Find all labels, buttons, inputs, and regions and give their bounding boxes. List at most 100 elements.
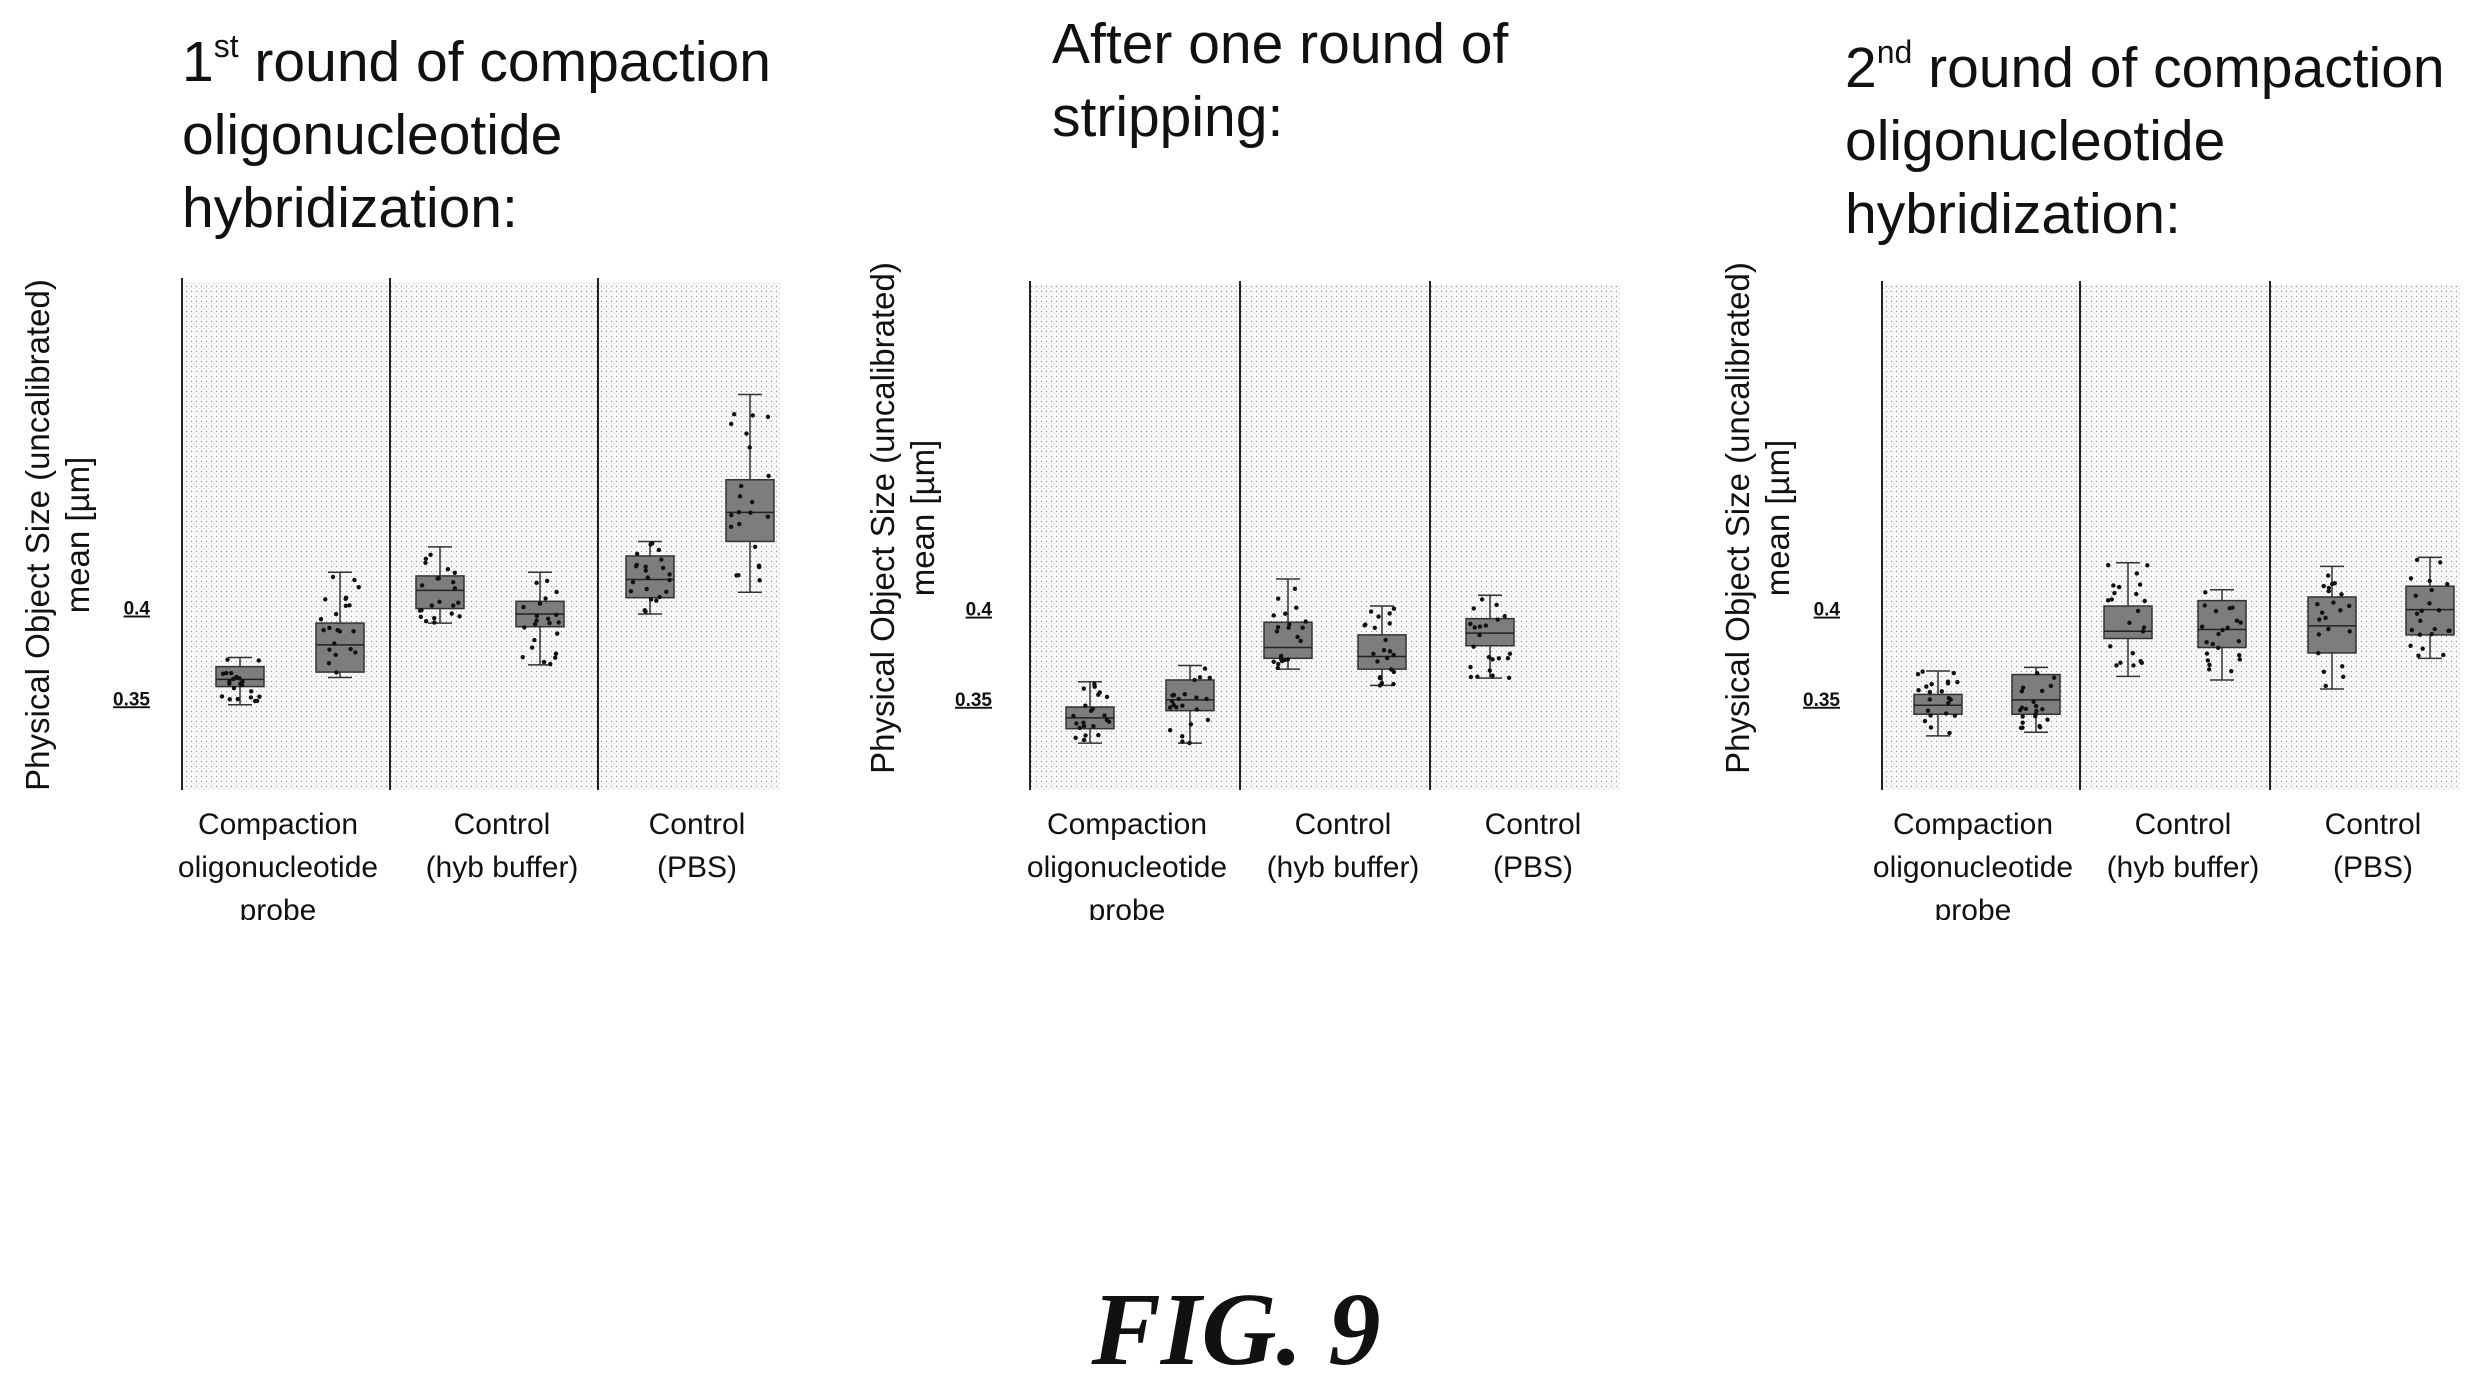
group-label: Control bbox=[1485, 808, 1582, 841]
panel-3-title-sup: nd bbox=[1876, 34, 1913, 70]
data-point bbox=[1475, 674, 1480, 679]
data-point bbox=[1167, 705, 1173, 710]
data-point bbox=[1194, 707, 1200, 712]
data-point bbox=[1472, 625, 1477, 630]
data-point bbox=[2109, 597, 2115, 602]
data-point bbox=[728, 421, 734, 427]
data-point bbox=[1502, 614, 1507, 619]
group-label: Compaction bbox=[1893, 808, 2053, 841]
data-point bbox=[2445, 582, 2450, 587]
data-point bbox=[628, 588, 634, 594]
data-point bbox=[1951, 670, 1956, 676]
group-label: Control bbox=[2135, 808, 2232, 841]
data-point bbox=[2417, 632, 2423, 637]
data-point bbox=[744, 431, 749, 436]
data-point bbox=[1916, 687, 1921, 693]
box-plot-box bbox=[725, 393, 775, 593]
data-point bbox=[2019, 689, 2025, 694]
data-point bbox=[2204, 639, 2209, 645]
data-point bbox=[2339, 664, 2345, 669]
data-point bbox=[660, 565, 666, 571]
data-point bbox=[2429, 587, 2434, 593]
data-point bbox=[2114, 663, 2119, 668]
data-point bbox=[736, 573, 741, 578]
group-label: oligonucleotide bbox=[1873, 851, 2073, 884]
data-point bbox=[553, 655, 558, 660]
data-point bbox=[2205, 658, 2211, 663]
data-point bbox=[1507, 651, 1513, 656]
data-point bbox=[2105, 598, 2111, 603]
panel-3-y-axis-label: Physical Object Size (uncalibrated) mean… bbox=[1718, 262, 1798, 774]
data-point bbox=[750, 413, 755, 418]
panel-1-box-plot: 0.4 0.35 Compaction oligonucleotide probe Con… bbox=[113, 278, 780, 920]
data-point bbox=[1920, 669, 1925, 674]
data-point bbox=[1081, 720, 1086, 725]
data-point bbox=[521, 604, 526, 610]
data-point bbox=[1102, 713, 1107, 718]
data-point bbox=[736, 509, 742, 515]
data-point bbox=[2409, 627, 2415, 633]
data-point bbox=[2326, 626, 2331, 632]
data-point bbox=[2111, 583, 2116, 588]
data-point bbox=[2441, 652, 2446, 658]
data-point bbox=[2034, 708, 2039, 714]
box-plot-box bbox=[315, 571, 365, 679]
data-point bbox=[1097, 690, 1102, 695]
data-point bbox=[1088, 708, 1094, 713]
data-point bbox=[2225, 625, 2230, 630]
data-point bbox=[659, 557, 664, 562]
plot-background bbox=[182, 282, 780, 790]
data-point bbox=[2202, 603, 2207, 608]
data-point bbox=[333, 611, 339, 617]
data-point bbox=[1170, 693, 1175, 698]
data-point bbox=[1371, 651, 1376, 657]
data-point bbox=[667, 572, 672, 577]
data-point bbox=[1387, 611, 1392, 616]
data-point bbox=[1471, 644, 1476, 649]
data-point bbox=[541, 659, 547, 665]
data-point bbox=[1391, 652, 1396, 658]
group-label: probe bbox=[240, 894, 317, 920]
data-point bbox=[418, 614, 424, 620]
data-point bbox=[667, 577, 672, 583]
data-point bbox=[2215, 645, 2221, 651]
panel-1-y-axis-label-line-1: Physical Object Size (uncalibrated) bbox=[19, 279, 56, 791]
data-point bbox=[2427, 578, 2432, 584]
data-point bbox=[554, 612, 559, 618]
data-point bbox=[1274, 629, 1280, 634]
panel-3-title: 2nd round of compaction oligonucleotide … bbox=[1845, 32, 2445, 251]
data-point bbox=[353, 650, 358, 655]
group-label: Control bbox=[649, 808, 746, 841]
data-point bbox=[432, 616, 437, 621]
data-point bbox=[1104, 694, 1110, 700]
data-point bbox=[2106, 562, 2111, 568]
data-point bbox=[1496, 656, 1502, 661]
group-label: probe bbox=[1089, 894, 1166, 920]
data-point bbox=[2199, 624, 2205, 629]
y-tick-label: 0.35 bbox=[955, 690, 992, 711]
data-point bbox=[1483, 623, 1489, 628]
data-point bbox=[2112, 590, 2117, 596]
data-point bbox=[554, 589, 559, 595]
data-point bbox=[445, 567, 451, 572]
data-point bbox=[1207, 675, 1212, 681]
data-point bbox=[765, 514, 771, 519]
data-point bbox=[1385, 655, 1390, 661]
data-point bbox=[2141, 625, 2147, 630]
data-point bbox=[2429, 631, 2434, 637]
interquartile-box bbox=[2405, 585, 2455, 636]
data-point bbox=[1955, 679, 1960, 685]
group-label: Compaction bbox=[198, 808, 358, 841]
data-point bbox=[748, 510, 753, 515]
data-point bbox=[248, 695, 254, 700]
data-point bbox=[219, 694, 225, 699]
y-tick-label: 0.4 bbox=[966, 600, 993, 621]
data-point bbox=[2023, 706, 2029, 712]
data-point bbox=[644, 586, 649, 592]
data-point bbox=[1276, 661, 1281, 667]
data-point bbox=[2210, 641, 2216, 647]
data-point bbox=[1376, 614, 1381, 619]
data-point bbox=[765, 414, 771, 420]
data-point bbox=[335, 627, 340, 633]
y-tick-label: 0.35 bbox=[113, 689, 150, 710]
